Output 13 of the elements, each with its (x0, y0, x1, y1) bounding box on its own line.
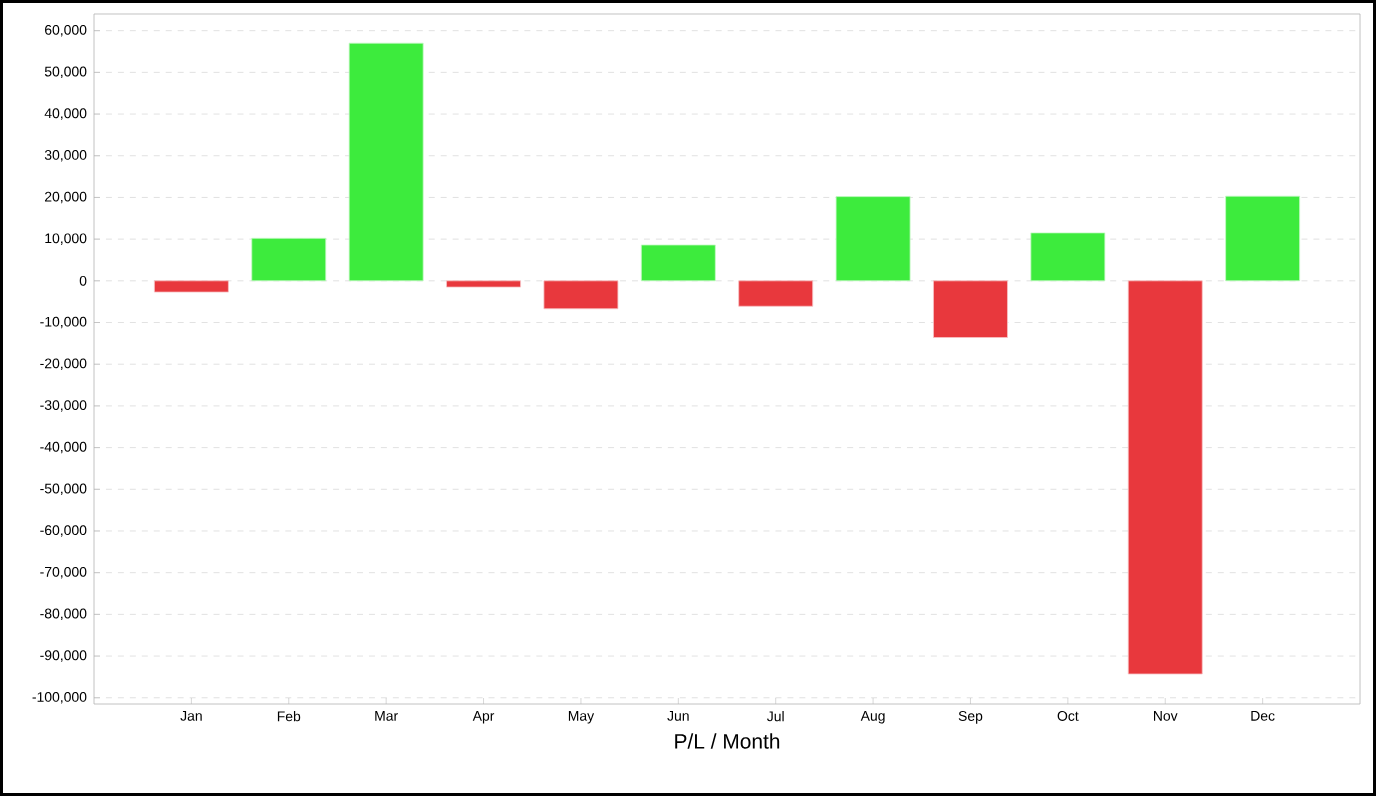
bar (348, 42, 424, 282)
bar (738, 280, 814, 307)
bar (1225, 195, 1301, 282)
x-axis-title: P/L / Month (675, 733, 780, 749)
bar (251, 237, 327, 282)
bar (446, 280, 521, 288)
bar (1127, 280, 1203, 675)
bar (640, 244, 716, 282)
bar (1030, 232, 1106, 282)
bar (933, 280, 1008, 338)
bar (543, 280, 619, 310)
bar (153, 280, 229, 293)
bar (835, 196, 911, 282)
